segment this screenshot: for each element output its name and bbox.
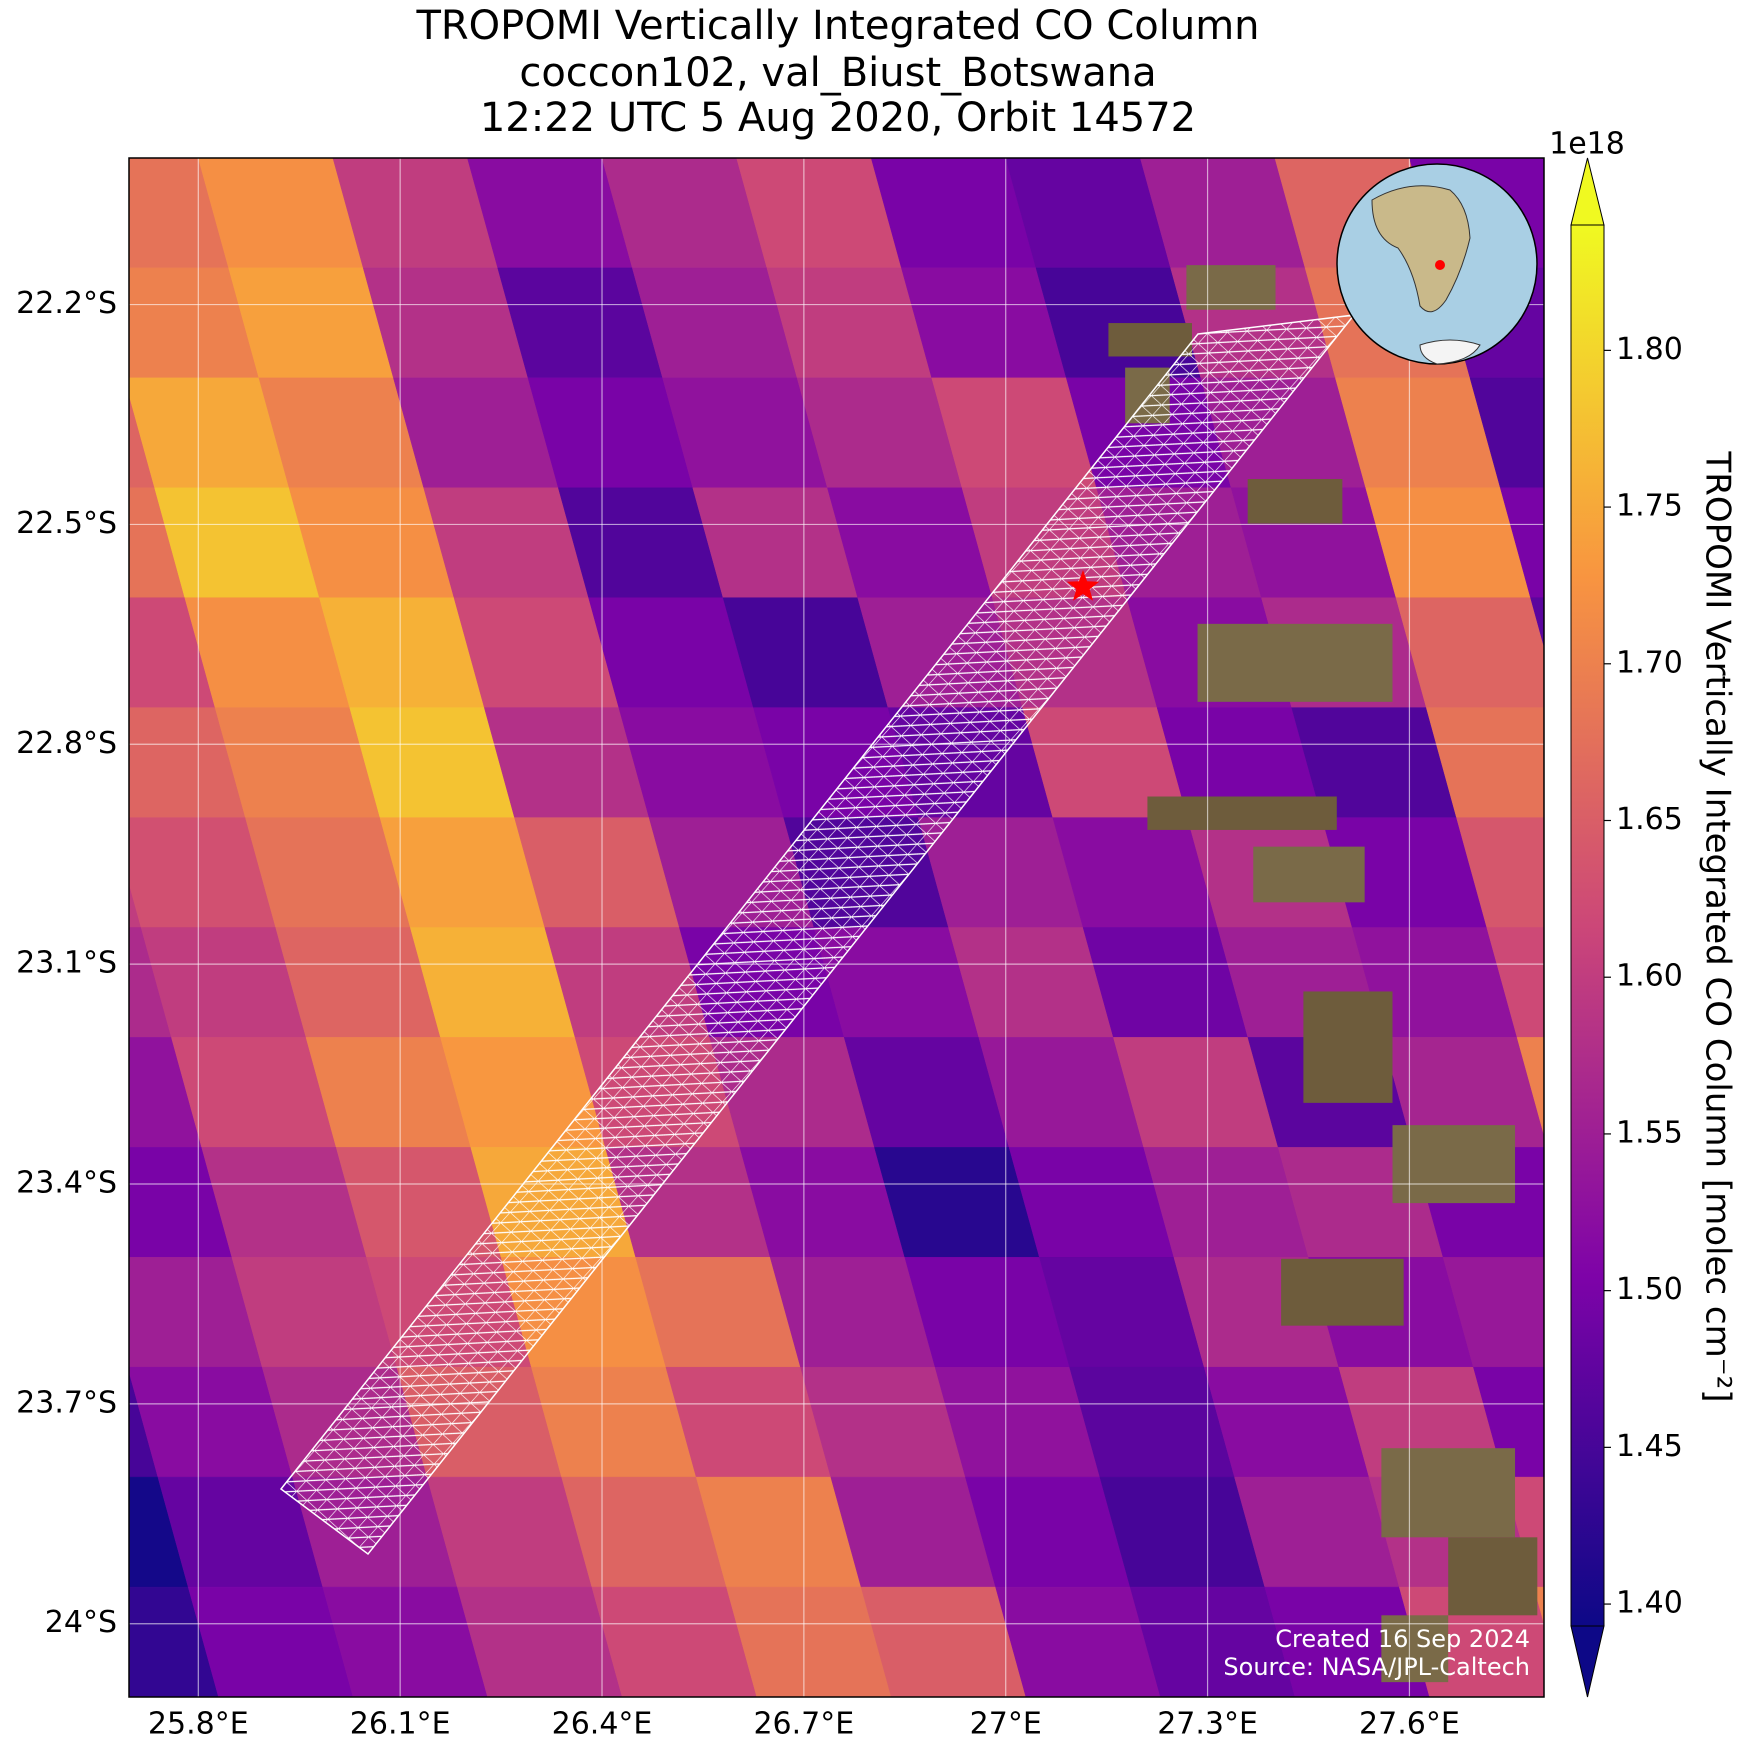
data-cell: [0, 1147, 97, 1257]
data-cell: [0, 378, 20, 488]
imagery-patch: [1381, 1615, 1449, 1683]
data-cell: [1530, 597, 1544, 648]
data-cell: [129, 882, 142, 928]
data-cell: [0, 818, 7, 928]
x-tick-label: 27.6°E: [1359, 1707, 1460, 1742]
colorbar-extend: [1570, 157, 1605, 226]
y-tick-label: 23.7°S: [16, 1385, 117, 1420]
data-cell: [0, 928, 37, 1038]
imagery-patch: [1303, 991, 1393, 1103]
x-tick-label: 26.1°E: [350, 1707, 451, 1742]
imagery-patch: [1381, 1448, 1516, 1538]
data-cell: [1469, 377, 1544, 489]
imagery-patch: [1247, 479, 1343, 524]
chart-subtitle: 12:22 UTC 5 Aug 2020, Orbit 14572: [480, 95, 1196, 141]
colorbar-tick-label: 1.75: [1616, 489, 1683, 524]
data-cell: [1382, 1037, 1544, 1148]
data-cell: [1473, 1366, 1544, 1478]
colorbar-offset: 1e18: [1549, 127, 1625, 162]
data-cell: [1743, 1367, 1747, 1477]
data-cell: [1425, 707, 1544, 818]
colorbar-tick-label: 1.40: [1616, 1586, 1683, 1621]
credit: Created 16 Sep 2024: [1275, 1625, 1530, 1653]
colorbar-tick-label: 1.45: [1616, 1429, 1683, 1464]
data-cell: [0, 488, 50, 598]
colorbar-tick-label: 1.80: [1616, 332, 1683, 367]
data-cell: [456, 1586, 623, 1697]
overlay: [279, 265, 1538, 1683]
colorbar-tick-label: 1.70: [1616, 645, 1683, 680]
data-cell: [1395, 597, 1544, 708]
colorbar-tick-label: 1.65: [1616, 802, 1683, 837]
data-cell: [1516, 1037, 1544, 1136]
site-marker: [1066, 570, 1100, 601]
imagery-patch: [1147, 796, 1337, 830]
data-cell: [0, 708, 111, 818]
imagery-patch: [1448, 1537, 1538, 1616]
imagery-patch: [1281, 1258, 1404, 1326]
x-tick-label: 27.3°E: [1157, 1707, 1258, 1742]
imagery-patch: [1253, 846, 1365, 903]
data-cell: [995, 1586, 1161, 1697]
data-cell: [860, 1586, 1027, 1697]
data-cell: [1456, 817, 1544, 928]
data-cell: [322, 1586, 488, 1697]
axes: 25.8°E 26.1°E 26.4°E 26.7°E 27°E 27.3°E 27.6°E…: [16, 158, 1544, 1742]
data-cell: [1442, 1257, 1544, 1368]
data-cell: [0, 268, 124, 378]
data-cell: [0, 158, 94, 268]
inset-site: [1435, 260, 1445, 270]
x-tick-label: 27°E: [970, 1707, 1042, 1742]
imagery-patch: [1108, 323, 1192, 357]
chart-title: TROPOMI Vertically Integrated CO Column: [415, 3, 1259, 49]
data-cell: [0, 1257, 128, 1367]
x-tick-label: 26.7°E: [753, 1707, 854, 1742]
data-cell: [0, 1037, 67, 1147]
data-cell: [1638, 1477, 1747, 1587]
y-tick-label: 24°S: [45, 1605, 117, 1640]
data-cell: [0, 598, 81, 708]
data-cell: [726, 1586, 892, 1697]
x-tick-label: 25.8°E: [148, 1707, 249, 1742]
y-tick-label: 22.8°S: [16, 726, 117, 761]
inset-land: [1371, 185, 1471, 313]
data-cell: [129, 1586, 219, 1697]
y-tick-label: 23.1°S: [16, 946, 117, 981]
imagery-patch: [1197, 623, 1393, 702]
colorbar-tick-label: 1.60: [1616, 959, 1683, 994]
chart-subtitle: coccon102, val_Biust_Botswana: [519, 50, 1156, 96]
colorbar-tick-label: 1.50: [1616, 1272, 1683, 1307]
y-tick-label: 23.4°S: [16, 1166, 117, 1201]
imagery-patch: [1186, 265, 1276, 310]
y-tick-label: 22.2°S: [16, 286, 117, 321]
colorbar: [1570, 224, 1605, 1627]
plot-frame: [128, 157, 1545, 1698]
data-cell: [1499, 487, 1544, 598]
data-cell: [1486, 927, 1544, 1038]
colorbar-extend: [1570, 1625, 1605, 1698]
data-cell: [591, 1586, 758, 1697]
data-cell: [1129, 1586, 1296, 1697]
colorbar-label: TROPOMI Vertically Integrated CO Column …: [1698, 450, 1738, 1402]
inset-land: [1419, 339, 1481, 365]
imagery-patch: [1392, 1125, 1516, 1204]
y-tick-label: 22.5°S: [16, 506, 117, 541]
data-cell: [187, 1586, 354, 1697]
colorbar-tick-label: 1.55: [1616, 1115, 1683, 1150]
x-tick-label: 26.4°E: [552, 1707, 653, 1742]
credit: Source: NASA/JPL-Caltech: [1223, 1653, 1530, 1681]
